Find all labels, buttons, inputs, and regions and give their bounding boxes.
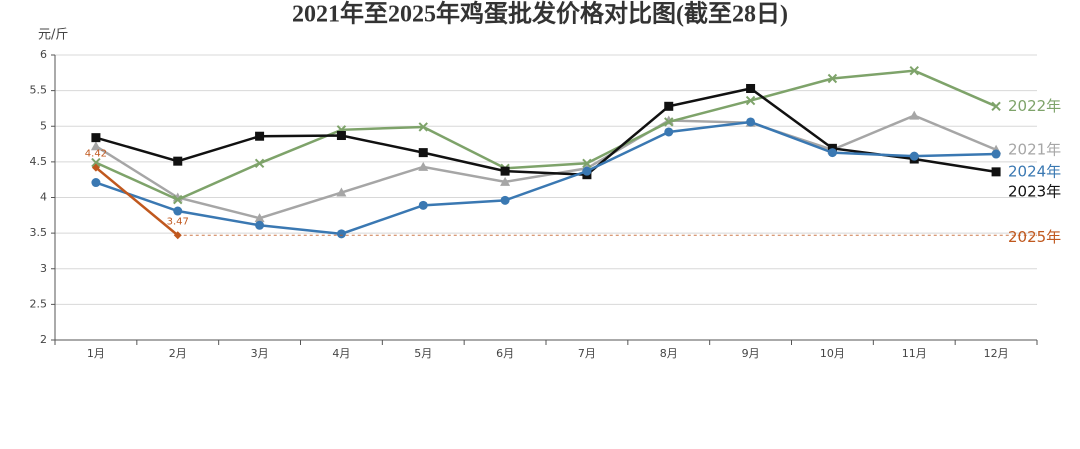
point — [418, 148, 428, 158]
point — [746, 117, 756, 127]
point — [991, 167, 1001, 177]
y-tick-label: 5.5 — [30, 84, 48, 97]
point — [255, 131, 265, 141]
x-tick-label: 2月 — [169, 347, 187, 360]
series-line — [95, 87, 997, 176]
point — [336, 131, 346, 141]
point — [173, 194, 183, 205]
x-tick-label: 10月 — [820, 347, 845, 360]
y-tick-label: 4.5 — [30, 155, 48, 168]
y-axis-label: 元/斤 — [38, 28, 68, 43]
point — [91, 163, 100, 172]
point — [500, 166, 510, 176]
y-tick-label: 6 — [40, 48, 47, 61]
x-tick-label: 7月 — [578, 347, 596, 360]
x-tick-label: 8月 — [660, 347, 678, 360]
point — [746, 83, 756, 93]
point — [991, 101, 1001, 112]
point — [664, 101, 674, 111]
point — [255, 220, 265, 230]
point — [582, 158, 592, 169]
data-label: 3.47 — [167, 216, 189, 227]
x-tick-label: 4月 — [332, 347, 350, 360]
x-tick-label: 6月 — [496, 347, 514, 360]
point — [173, 206, 183, 216]
point — [418, 161, 429, 171]
series-line — [95, 69, 997, 202]
legend-label: 2024年 — [1008, 163, 1061, 181]
legend-label: 2025年 — [1008, 228, 1061, 246]
x-tick-label: 3月 — [251, 347, 269, 360]
y-tick-label: 2 — [40, 333, 47, 346]
x-tick-label: 5月 — [414, 347, 432, 360]
point — [909, 151, 919, 161]
point — [827, 73, 838, 84]
point — [173, 231, 182, 240]
point — [909, 110, 920, 120]
point — [336, 229, 346, 239]
point — [254, 158, 265, 169]
series-line — [95, 166, 179, 237]
y-tick-label: 2.5 — [30, 297, 48, 310]
point — [745, 95, 756, 106]
legend-label: 2023年 — [1008, 182, 1061, 200]
point — [500, 195, 510, 205]
point — [827, 148, 837, 158]
y-tick-label: 4 — [40, 191, 47, 204]
point — [90, 141, 101, 151]
chart-title: 2021年至2025年鸡蛋批发价格对比图(截至28日) — [292, 0, 788, 28]
point — [582, 166, 592, 176]
point — [418, 200, 428, 210]
point — [91, 178, 101, 188]
x-tick-label: 1月 — [87, 347, 105, 360]
point — [909, 65, 919, 76]
point — [418, 122, 428, 132]
legend-label: 2021年 — [1008, 140, 1061, 158]
x-tick-label: 9月 — [742, 347, 760, 360]
y-tick-label: 5 — [40, 119, 47, 132]
legend-label: 2022年 — [1008, 97, 1061, 115]
y-tick-label: 3.5 — [30, 226, 48, 239]
point — [254, 213, 265, 223]
series-line — [95, 120, 997, 236]
point — [664, 117, 674, 127]
point — [336, 187, 347, 197]
series-line — [95, 114, 997, 220]
point — [500, 176, 511, 186]
point — [91, 133, 101, 143]
point — [991, 149, 1001, 159]
point — [91, 157, 101, 168]
x-tick-label: 12月 — [984, 347, 1009, 360]
point — [173, 156, 183, 166]
x-tick-label: 11月 — [902, 347, 927, 360]
point — [664, 127, 674, 137]
data-label: 4.42 — [85, 149, 107, 160]
y-tick-label: 3 — [40, 262, 47, 275]
